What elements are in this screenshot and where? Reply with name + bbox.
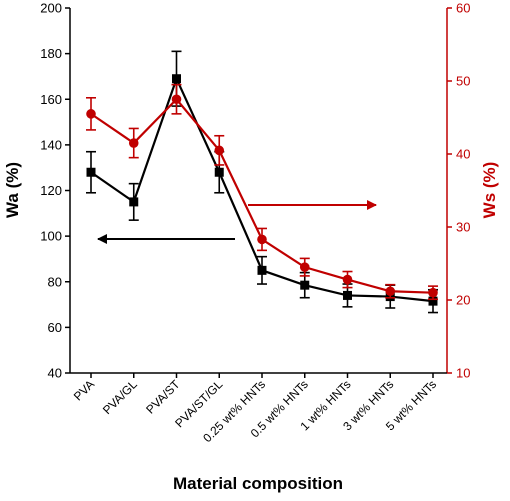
data-point	[257, 265, 267, 275]
x-tick-label: PVA/ST	[143, 377, 183, 417]
data-point	[214, 145, 225, 156]
data-point	[86, 167, 96, 177]
data-point	[299, 262, 310, 272]
data-point	[86, 109, 96, 119]
data-point	[172, 74, 181, 84]
left-axis-ticks: 40 60 80 100 120 140 160 180 200	[40, 1, 70, 381]
data-point	[257, 234, 267, 245]
y-left-tick-label: 120	[40, 183, 62, 198]
data-point	[428, 296, 438, 306]
data-point	[129, 197, 139, 207]
y-left-tick-label: 160	[40, 92, 62, 107]
data-point	[171, 94, 182, 105]
x-tick-label: PVA	[71, 377, 97, 403]
y-right-axis-title: Ws (%)	[480, 162, 499, 219]
y-left-tick-label: 100	[40, 229, 62, 244]
right-axis-ticks: 10 20 30 40 50 60	[447, 1, 470, 381]
y-left-tick-label: 200	[40, 1, 62, 16]
data-point	[214, 167, 224, 177]
series-wa	[86, 50, 438, 314]
data-point	[385, 286, 396, 297]
y-left-tick-label: 80	[48, 274, 62, 289]
x-tick-label: PVA/GL	[100, 377, 140, 417]
y-right-tick-label: 20	[456, 293, 470, 308]
y-left-tick-label: 40	[48, 366, 62, 381]
y-right-tick-label: 40	[456, 147, 470, 162]
series-ws	[86, 83, 438, 301]
data-point	[428, 287, 438, 298]
y-left-tick-label: 60	[48, 320, 62, 335]
y-right-tick-label: 50	[456, 74, 470, 89]
y-left-axis-title: Wa (%)	[3, 162, 22, 218]
data-point	[342, 274, 353, 285]
data-point	[300, 280, 310, 290]
series-layer	[86, 50, 438, 314]
x-axis-title: Material composition	[173, 474, 343, 493]
y-right-tick-label: 30	[456, 220, 470, 235]
data-point	[128, 138, 139, 148]
y-left-tick-label: 140	[40, 137, 62, 152]
y-right-tick-label: 10	[456, 366, 470, 381]
data-point	[343, 290, 352, 300]
y-right-tick-label: 60	[456, 1, 470, 16]
y-left-tick-label: 180	[40, 46, 62, 61]
